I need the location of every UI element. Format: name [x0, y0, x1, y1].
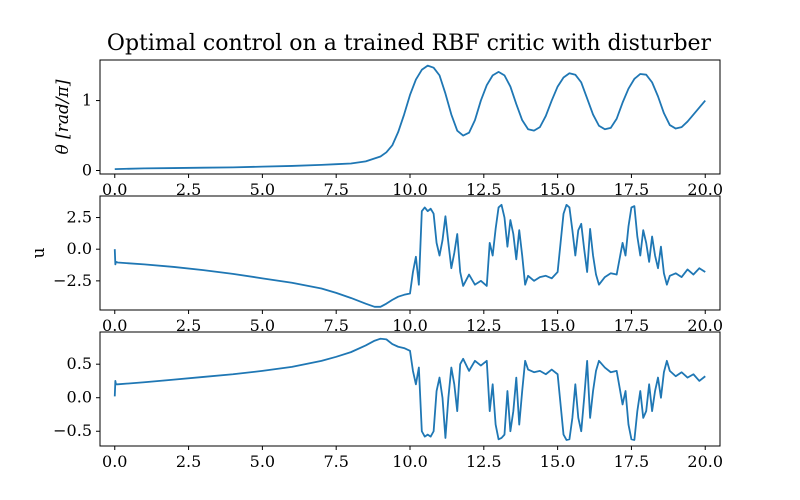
x-tick-label: 7.5: [323, 316, 348, 335]
x-tick-label: 15.0: [540, 180, 576, 199]
subplot-3: 0.0 2.5 5.0 7.5 10.0 12.5 15.0 17.5 20.0 0.5 0.0 −0…: [53, 331, 723, 471]
x-tick-label: 17.5: [614, 316, 650, 335]
x-tick-label: 0.0: [102, 452, 127, 471]
x-tick-label: 12.5: [466, 452, 502, 471]
x-tick-label: 20.0: [687, 180, 723, 199]
x-tick-label: 0.0: [102, 316, 127, 335]
x-tick-label: 2.5: [176, 180, 201, 199]
chart-title: Optimal control on a trained RBF critic …: [107, 31, 712, 56]
y-tick-label: 0.0: [67, 388, 92, 407]
subplot-1: 0.0 2.5 5.0 7.5 10.0 12.5 15.0 17.5 20.0 0 1 θ [rad…: [53, 59, 723, 199]
x-tick-label: 10.0: [392, 316, 428, 335]
x-tick-label: 20.0: [687, 316, 723, 335]
x-tick-label: 12.5: [466, 316, 502, 335]
x-tick-label: 10.0: [392, 452, 428, 471]
x-tick-label: 15.0: [540, 452, 576, 471]
y-axis-label: θ [rad/π]: [53, 79, 73, 154]
y-tick-label: 0.5: [67, 354, 92, 373]
y-tick-label: 0.0: [67, 239, 92, 258]
x-tick-label: 20.0: [687, 452, 723, 471]
subplot-2: 0.0 2.5 5.0 7.5 10.0 12.5 15.0 17.5 20.0 2.5 0.0 −2…: [29, 195, 723, 335]
x-tick-label: 0.0: [102, 180, 127, 199]
y-tick-label: 2.5: [67, 208, 92, 227]
y-axis-label: u: [29, 247, 49, 258]
x-tick-label: 10.0: [392, 180, 428, 199]
y-tick-label: 1: [82, 91, 92, 110]
y-tick-label: −0.5: [53, 421, 92, 440]
x-tick-label: 2.5: [176, 316, 201, 335]
x-tick-label: 5.0: [250, 180, 275, 199]
axes-frame: [99, 331, 721, 447]
series-line-2-1: [113, 203, 706, 308]
x-tick-label: 17.5: [614, 452, 650, 471]
x-tick-label: 7.5: [323, 180, 348, 199]
axes-frame: [99, 59, 721, 175]
x-tick-label: 12.5: [466, 180, 502, 199]
x-tick-label: 2.5: [176, 452, 201, 471]
y-tick-label: 0: [82, 161, 92, 180]
x-tick-label: 5.0: [250, 452, 275, 471]
series-line-1-1: [114, 64, 706, 170]
x-tick-label: 15.0: [540, 316, 576, 335]
x-tick-label: 17.5: [614, 180, 650, 199]
y-tick-label: −2.5: [53, 271, 92, 290]
x-tick-label: 7.5: [323, 452, 348, 471]
x-tick-label: 5.0: [250, 316, 275, 335]
series-line-3-1: [113, 337, 706, 441]
